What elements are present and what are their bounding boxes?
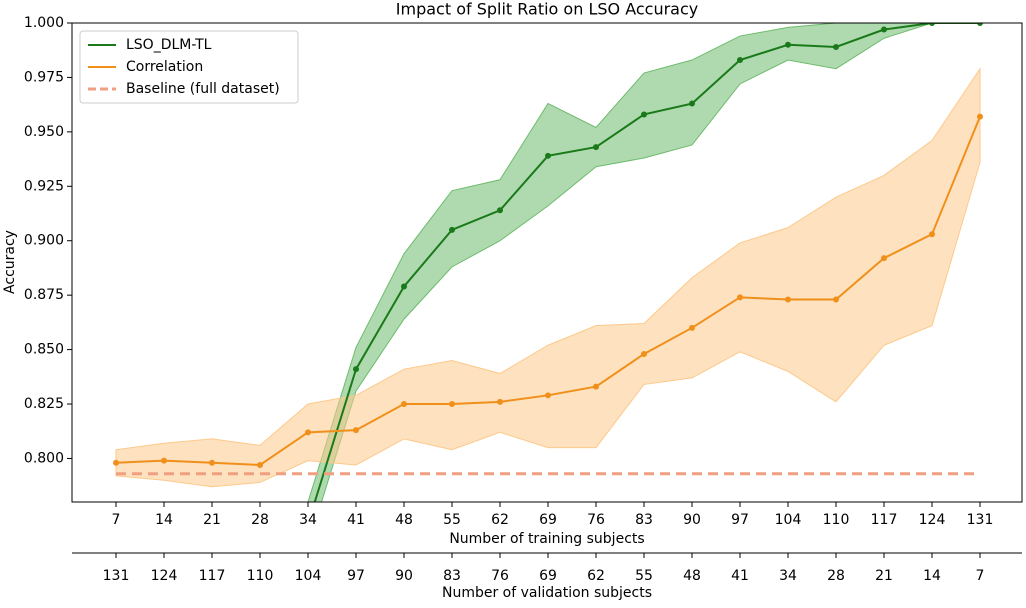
x-axis-label: Number of training subjects — [449, 531, 644, 547]
x-tick-label: 131 — [967, 512, 994, 528]
chart-title: Impact of Split Ratio on LSO Accuracy — [396, 0, 698, 19]
data-point — [305, 429, 311, 436]
plot-area — [113, 23, 983, 502]
x2-tick-label: 90 — [395, 568, 413, 584]
y-tick-label: 0.825 — [24, 396, 64, 412]
y-axis-label: Accuracy — [2, 230, 18, 294]
legend-box — [79, 30, 299, 104]
confidence-band — [115, 67, 981, 488]
x-tick-label: 76 — [587, 512, 605, 528]
data-point — [785, 41, 791, 48]
x-tick-label: 34 — [299, 512, 317, 528]
data-point — [593, 383, 599, 390]
legend-label: LSO_DLM-TL — [126, 37, 212, 53]
x2-axis-label: Number of validation subjects — [442, 585, 652, 601]
x2-tick-label: 7 — [976, 568, 985, 584]
data-point — [401, 283, 407, 290]
data-point — [545, 152, 551, 159]
x2-tick-label: 104 — [295, 568, 322, 584]
data-point — [737, 57, 743, 64]
x2-tick-label: 110 — [247, 568, 274, 584]
x2-tick-label: 76 — [491, 568, 509, 584]
x-tick-label: 90 — [683, 512, 701, 528]
data-point — [593, 144, 599, 151]
data-point — [689, 100, 695, 107]
x2-tick-label: 41 — [731, 568, 749, 584]
data-point — [881, 26, 887, 33]
data-point — [545, 392, 551, 399]
x-tick-label: 110 — [823, 512, 850, 528]
x-tick-label: 117 — [871, 512, 898, 528]
data-point — [113, 459, 119, 466]
x-tick-label: 83 — [635, 512, 653, 528]
x-tick-label: 41 — [347, 512, 365, 528]
data-point — [161, 457, 167, 464]
data-point — [353, 366, 359, 373]
x2-tick-label: 62 — [587, 568, 605, 584]
y-tick-label: 0.975 — [24, 69, 64, 85]
x2-tick-label: 117 — [199, 568, 226, 584]
x-tick-label: 28 — [251, 512, 269, 528]
data-point — [449, 401, 455, 408]
data-point — [737, 294, 743, 301]
x-tick-label: 97 — [731, 512, 749, 528]
data-point — [977, 23, 983, 26]
legend-label: Correlation — [126, 59, 203, 75]
data-point — [497, 207, 503, 214]
x2-tick-label: 21 — [875, 568, 893, 584]
x-tick-label: 21 — [203, 512, 221, 528]
data-point — [833, 296, 839, 303]
data-point — [257, 461, 263, 468]
data-point — [785, 296, 791, 303]
y-tick-label: 0.800 — [24, 450, 64, 466]
x2-tick-label: 83 — [443, 568, 461, 584]
data-point — [929, 23, 935, 26]
x-tick-label: 14 — [155, 512, 173, 528]
data-point — [641, 111, 647, 118]
x2-tick-label: 97 — [347, 568, 365, 584]
y-tick-label: 0.925 — [24, 178, 64, 194]
x-tick-label: 69 — [539, 512, 557, 528]
y-tick-label: 0.875 — [24, 287, 64, 303]
x2-tick-label: 34 — [779, 568, 797, 584]
y-tick-label: 1.000 — [24, 15, 64, 31]
data-point — [497, 398, 503, 405]
x2-tick-label: 28 — [827, 568, 845, 584]
y-tick-label: 0.900 — [24, 233, 64, 249]
x-tick-label: 62 — [491, 512, 509, 528]
x-tick-label: 48 — [395, 512, 413, 528]
x2-tick-label: 48 — [683, 568, 701, 584]
x2-tick-label: 69 — [539, 568, 557, 584]
confidence-band — [307, 23, 980, 502]
x2-tick-label: 14 — [923, 568, 941, 584]
data-point — [881, 255, 887, 262]
data-point — [641, 350, 647, 357]
x-tick-label: 7 — [112, 512, 121, 528]
data-point — [353, 427, 359, 434]
data-point — [209, 459, 215, 466]
data-point — [689, 324, 695, 331]
data-point — [977, 113, 983, 120]
x2-tick-label: 131 — [103, 568, 130, 584]
plot-frame — [71, 22, 1023, 503]
data-point — [929, 231, 935, 238]
legend-label: Baseline (full dataset) — [126, 81, 280, 97]
y-tick-label: 0.850 — [24, 342, 64, 358]
x-tick-label: 124 — [919, 512, 946, 528]
x2-tick-label: 55 — [635, 568, 653, 584]
data-point — [449, 226, 455, 233]
x2-tick-label: 124 — [151, 568, 178, 584]
y-tick-label: 0.950 — [24, 124, 64, 140]
x-tick-label: 104 — [775, 512, 802, 528]
data-point — [833, 43, 839, 50]
data-point — [401, 401, 407, 408]
x-tick-label: 55 — [443, 512, 461, 528]
